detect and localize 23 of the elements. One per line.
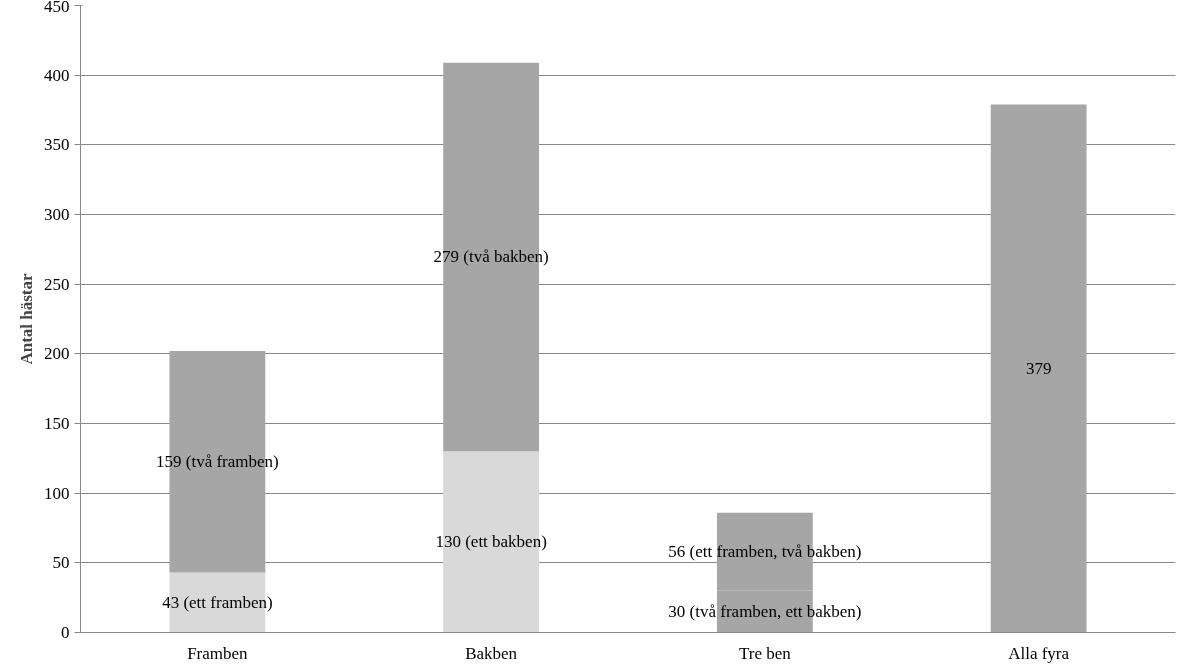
data-label: 379: [1025, 358, 1052, 378]
x-tick-label: Framben: [187, 643, 249, 663]
data-label: 130 (ett bakben): [435, 532, 547, 552]
y-tick-label: 350: [44, 135, 70, 155]
y-tick-label: 400: [44, 65, 70, 85]
data-label: 159 (två framben): [156, 452, 279, 472]
y-tick-label: 250: [44, 274, 70, 294]
y-tick-label: 450: [44, 0, 70, 16]
y-tick-label: 100: [44, 483, 70, 503]
y-tick-label: 0: [61, 623, 70, 642]
y-axis-title: Antal hästar: [17, 272, 36, 365]
x-tick-label: Alla fyra: [1008, 643, 1070, 663]
data-label: 279 (två bakben): [433, 247, 549, 267]
data-label: 56 (ett framben, två bakben): [668, 542, 862, 562]
data-label: 30 (två framben, ett bakben): [668, 602, 862, 622]
bar: [990, 104, 1087, 633]
x-tick-label: Bakben: [465, 643, 518, 663]
y-tick-label: 200: [44, 344, 70, 364]
x-tick-label: Tre ben: [738, 643, 792, 663]
y-tick-label: 150: [44, 414, 70, 433]
data-label: 43 (ett framben): [162, 593, 273, 613]
y-tick-label: 300: [44, 205, 70, 224]
y-tick-label: 50: [52, 553, 70, 573]
